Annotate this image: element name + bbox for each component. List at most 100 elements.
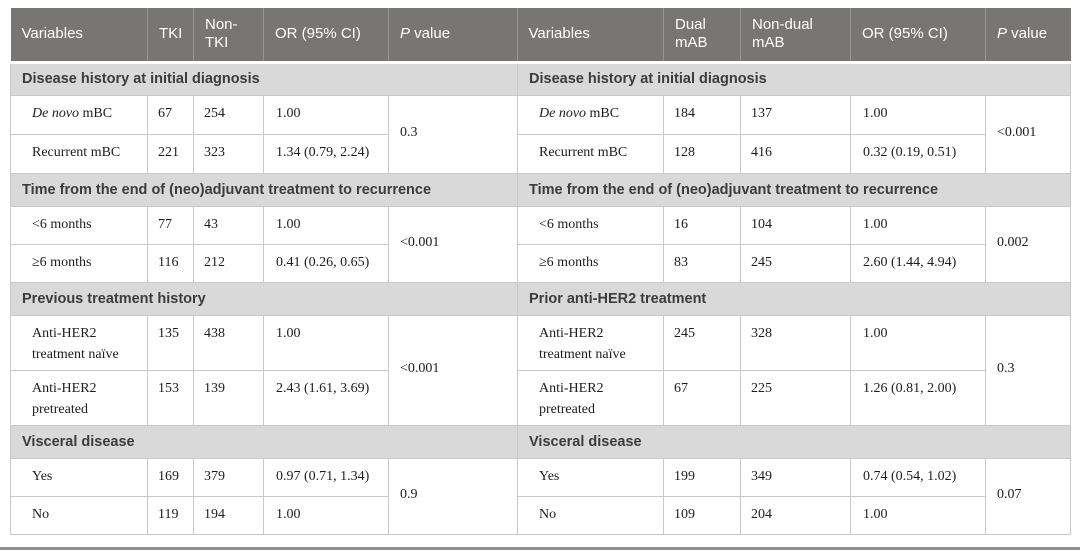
- cell-count-group2: 416: [740, 133, 851, 174]
- cell-count-group1: 153: [147, 369, 194, 426]
- column-header-non-dual-mab: Non-dual mAB: [740, 8, 851, 64]
- cell-pvalue: <0.001: [388, 205, 518, 283]
- cell-or: 1.00: [850, 495, 986, 535]
- cell-variable: ≥6 months: [10, 243, 148, 283]
- p-italic: P: [400, 24, 411, 42]
- cell-variable: De novo mBC: [517, 94, 664, 135]
- variable-label: mBC: [586, 105, 620, 121]
- table-row: <6 months 77 43 1.00 <0.001: [10, 205, 518, 283]
- cell-pvalue: 0.07: [985, 457, 1071, 535]
- column-header-pvalue: P value: [388, 8, 518, 64]
- cell-variable: Yes: [517, 457, 664, 497]
- cell-count-group1: 119: [147, 495, 194, 535]
- cell-count-group2: 139: [193, 369, 264, 426]
- table-row: Anti-HER2 pretreated 67 225 1.26 (0.81, …: [517, 369, 1071, 426]
- p-rest: value: [1007, 24, 1048, 42]
- cell-or: 0.32 (0.19, 0.51): [850, 133, 986, 174]
- table-row: Yes 169 379 0.97 (0.71, 1.34) 0.9: [10, 457, 518, 535]
- cell-pvalue: 0.002: [985, 205, 1071, 283]
- cell-count-group1: 83: [663, 243, 741, 283]
- table-row: ≥6 months 83 245 2.60 (1.44, 4.94): [517, 243, 1071, 283]
- section-header: Time from the end of (neo)adjuvant treat…: [517, 172, 1071, 207]
- cell-or: 1.26 (0.81, 2.00): [850, 369, 986, 426]
- section-row: Disease history at initial diagnosis: [517, 61, 1071, 96]
- column-header-non-tki: Non-TKI: [193, 8, 264, 64]
- cell-variable: ≥6 months: [517, 243, 664, 283]
- section-header: Prior anti-HER2 treatment: [517, 281, 1071, 316]
- cell-variable: Anti-HER2 pretreated: [10, 369, 148, 426]
- section-row: Previous treatment history: [10, 281, 518, 316]
- cell-or: 2.43 (1.61, 3.69): [263, 369, 389, 426]
- section-header: Visceral disease: [10, 424, 518, 459]
- section-header: Previous treatment history: [10, 281, 518, 316]
- cell-count-group2: 194: [193, 495, 264, 535]
- cell-pvalue: 0.3: [388, 94, 518, 174]
- cell-variable: <6 months: [517, 205, 664, 245]
- cell-count-group2: 379: [193, 457, 264, 497]
- cell-or: 1.00: [263, 495, 389, 535]
- cell-count-group1: 67: [663, 369, 741, 426]
- p-rest: value: [410, 24, 451, 42]
- cell-count-group2: 225: [740, 369, 851, 426]
- cell-or: 1.00: [263, 314, 389, 371]
- cell-count-group1: 169: [147, 457, 194, 497]
- cell-count-group2: 43: [193, 205, 264, 245]
- table-bottom-rule: [0, 547, 1080, 550]
- column-header-variables: Variables: [10, 8, 148, 64]
- cell-variable: Anti-HER2 treatment naïve: [517, 314, 664, 371]
- cell-or: 1.00: [263, 94, 389, 135]
- section-row: Visceral disease: [10, 424, 518, 459]
- cell-count-group2: 438: [193, 314, 264, 371]
- odds-ratio-table-tki: Variables TKI Non-TKI OR (95% CI) P valu…: [10, 8, 518, 535]
- cell-or: 1.00: [850, 205, 986, 245]
- column-header-pvalue: P value: [985, 8, 1071, 64]
- section-header: Disease history at initial diagnosis: [517, 61, 1071, 96]
- table-row: De novo mBC 184 137 1.00 <0.001: [517, 94, 1071, 174]
- section-row: Prior anti-HER2 treatment: [517, 281, 1071, 316]
- table-row: No 109 204 1.00: [517, 495, 1071, 535]
- cell-count-group1: 16: [663, 205, 741, 245]
- cell-count-group2: 245: [740, 243, 851, 283]
- cell-or: 1.00: [850, 314, 986, 371]
- section-row: Disease history at initial diagnosis: [10, 61, 518, 96]
- cell-pvalue: <0.001: [985, 94, 1071, 174]
- column-header-variables: Variables: [517, 8, 664, 64]
- variable-label: mBC: [79, 105, 113, 121]
- cell-count-group1: 128: [663, 133, 741, 174]
- cell-pvalue: 0.3: [985, 314, 1071, 426]
- cell-or: 0.41 (0.26, 0.65): [263, 243, 389, 283]
- section-header: Time from the end of (neo)adjuvant treat…: [10, 172, 518, 207]
- column-header-or: OR (95% CI): [850, 8, 986, 64]
- section-row: Time from the end of (neo)adjuvant treat…: [517, 172, 1071, 207]
- cell-count-group2: 349: [740, 457, 851, 497]
- table-row: De novo mBC 67 254 1.00 0.3: [10, 94, 518, 174]
- header-row: Variables Dual mAB Non-dual mAB OR (95% …: [517, 8, 1071, 64]
- column-header-or: OR (95% CI): [263, 8, 389, 64]
- section-header: Disease history at initial diagnosis: [10, 61, 518, 96]
- cell-count-group1: 116: [147, 243, 194, 283]
- cell-pvalue: 0.9: [388, 457, 518, 535]
- cell-count-group1: 245: [663, 314, 741, 371]
- cell-count-group2: 323: [193, 133, 264, 174]
- section-header: Visceral disease: [517, 424, 1071, 459]
- cell-count-group2: 137: [740, 94, 851, 135]
- p-italic: P: [997, 24, 1008, 42]
- cell-variable: Recurrent mBC: [10, 133, 148, 174]
- section-row: Time from the end of (neo)adjuvant treat…: [10, 172, 518, 207]
- cell-count-group1: 221: [147, 133, 194, 174]
- table-row: Anti-HER2 treatment naïve 245 328 1.00 0…: [517, 314, 1071, 426]
- cell-count-group2: 204: [740, 495, 851, 535]
- column-header-tki: TKI: [147, 8, 194, 64]
- table-row: Yes 199 349 0.74 (0.54, 1.02) 0.07: [517, 457, 1071, 535]
- cell-count-group2: 254: [193, 94, 264, 135]
- comparison-tables: Variables TKI Non-TKI OR (95% CI) P valu…: [10, 8, 1080, 535]
- cell-count-group2: 104: [740, 205, 851, 245]
- cell-or: 0.74 (0.54, 1.02): [850, 457, 986, 497]
- cell-count-group1: 184: [663, 94, 741, 135]
- column-header-dual-mab: Dual mAB: [663, 8, 741, 64]
- odds-ratio-table-mab: Variables Dual mAB Non-dual mAB OR (95% …: [517, 8, 1071, 535]
- cell-or: 1.34 (0.79, 2.24): [263, 133, 389, 174]
- table-row: <6 months 16 104 1.00 0.002: [517, 205, 1071, 283]
- cell-variable: No: [10, 495, 148, 535]
- cell-or: 1.00: [850, 94, 986, 135]
